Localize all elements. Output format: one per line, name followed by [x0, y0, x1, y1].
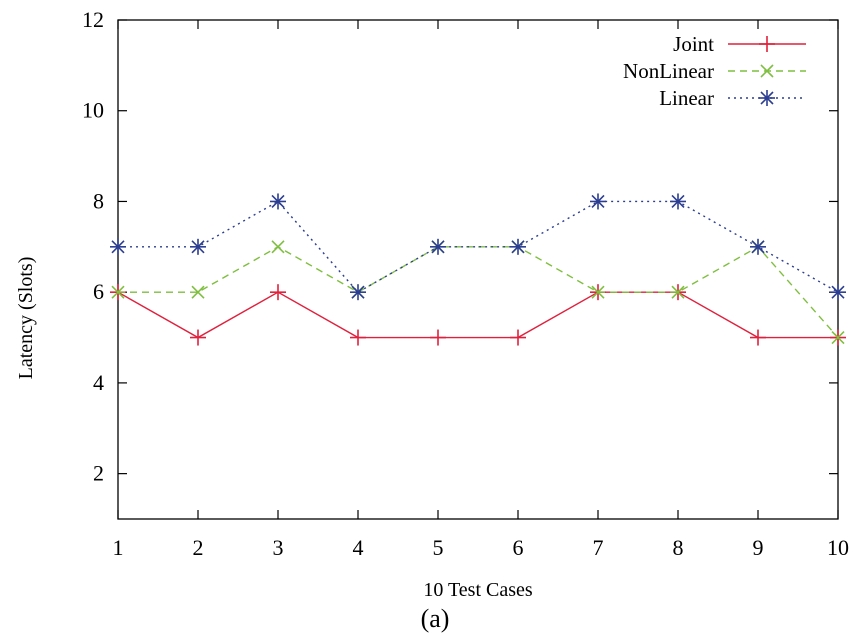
figure-caption: (a)	[421, 604, 450, 633]
series-nonlinear	[111, 240, 845, 345]
y-tick-label: 4	[93, 370, 104, 395]
series-linear	[110, 193, 846, 301]
marker-stroke	[831, 285, 845, 299]
x-tick-label: 8	[673, 535, 684, 560]
data-point	[510, 329, 526, 346]
data-point	[270, 284, 286, 301]
marker-stroke	[511, 240, 525, 254]
marker-stroke	[591, 194, 605, 209]
data-point	[111, 285, 125, 299]
y-tick-label: 8	[93, 188, 104, 213]
x-tick-label: 10	[827, 535, 849, 560]
y-tick-label: 2	[93, 461, 104, 486]
legend-marker	[759, 36, 775, 52]
data-point	[270, 193, 286, 210]
marker-stroke	[271, 240, 285, 254]
marker-stroke	[831, 330, 845, 345]
data-point	[190, 329, 206, 346]
x-tick-label: 9	[753, 535, 764, 560]
y-axis-title: Latency (Slots)	[15, 257, 37, 380]
legend-marker	[760, 64, 774, 78]
data-point	[750, 329, 766, 346]
marker-stroke	[671, 285, 685, 299]
marker-stroke	[431, 240, 445, 254]
data-point	[350, 284, 366, 301]
data-point	[671, 285, 685, 299]
data-point	[830, 284, 846, 301]
data-point	[190, 238, 206, 255]
marker-stroke	[760, 64, 774, 78]
marker-stroke	[351, 285, 365, 299]
data-point	[510, 238, 526, 255]
series-line	[118, 245, 839, 339]
data-point	[670, 193, 686, 210]
legend-marker	[759, 90, 775, 106]
legend-label: Joint	[673, 32, 714, 56]
series-joint	[110, 284, 846, 346]
x-tick-label: 6	[513, 535, 524, 560]
x-axis: 1 2 3 4 5 6 7 8 9 10	[113, 20, 849, 560]
data-point	[191, 285, 205, 299]
data-point	[350, 329, 366, 346]
data-point	[591, 285, 605, 299]
data-point	[110, 238, 126, 255]
legend: Joint NonLinear Linear	[623, 32, 806, 110]
marker-stroke	[671, 194, 685, 209]
data-point	[430, 329, 446, 346]
x-tick-label: 4	[353, 535, 364, 560]
data-point	[831, 330, 845, 345]
x-tick-label: 3	[273, 535, 284, 560]
data-point	[271, 240, 285, 254]
legend-label: NonLinear	[623, 59, 714, 83]
marker-stroke	[111, 285, 125, 299]
series-line	[117, 291, 838, 339]
data-point	[430, 238, 446, 255]
marker-stroke	[751, 240, 765, 254]
data-point	[750, 238, 766, 255]
y-tick-label: 12	[82, 7, 104, 32]
plot-frame	[117, 19, 839, 520]
marker-stroke	[191, 285, 205, 299]
legend-label: Linear	[659, 86, 714, 110]
x-tick-label: 5	[433, 535, 444, 560]
series-line	[118, 200, 839, 294]
y-tick-label: 10	[82, 98, 104, 123]
marker-stroke	[271, 194, 285, 209]
x-tick-label: 2	[193, 535, 204, 560]
x-tick-label: 7	[593, 535, 604, 560]
marker-stroke	[111, 240, 125, 254]
marker-stroke	[591, 285, 605, 299]
series-layer	[110, 193, 846, 346]
x-tick-label: 1	[113, 535, 124, 560]
marker-stroke	[760, 91, 774, 105]
x-axis-title: 10 Test Cases	[423, 579, 533, 601]
data-point	[590, 193, 606, 210]
y-tick-label: 6	[93, 279, 104, 304]
marker-stroke	[191, 240, 205, 254]
